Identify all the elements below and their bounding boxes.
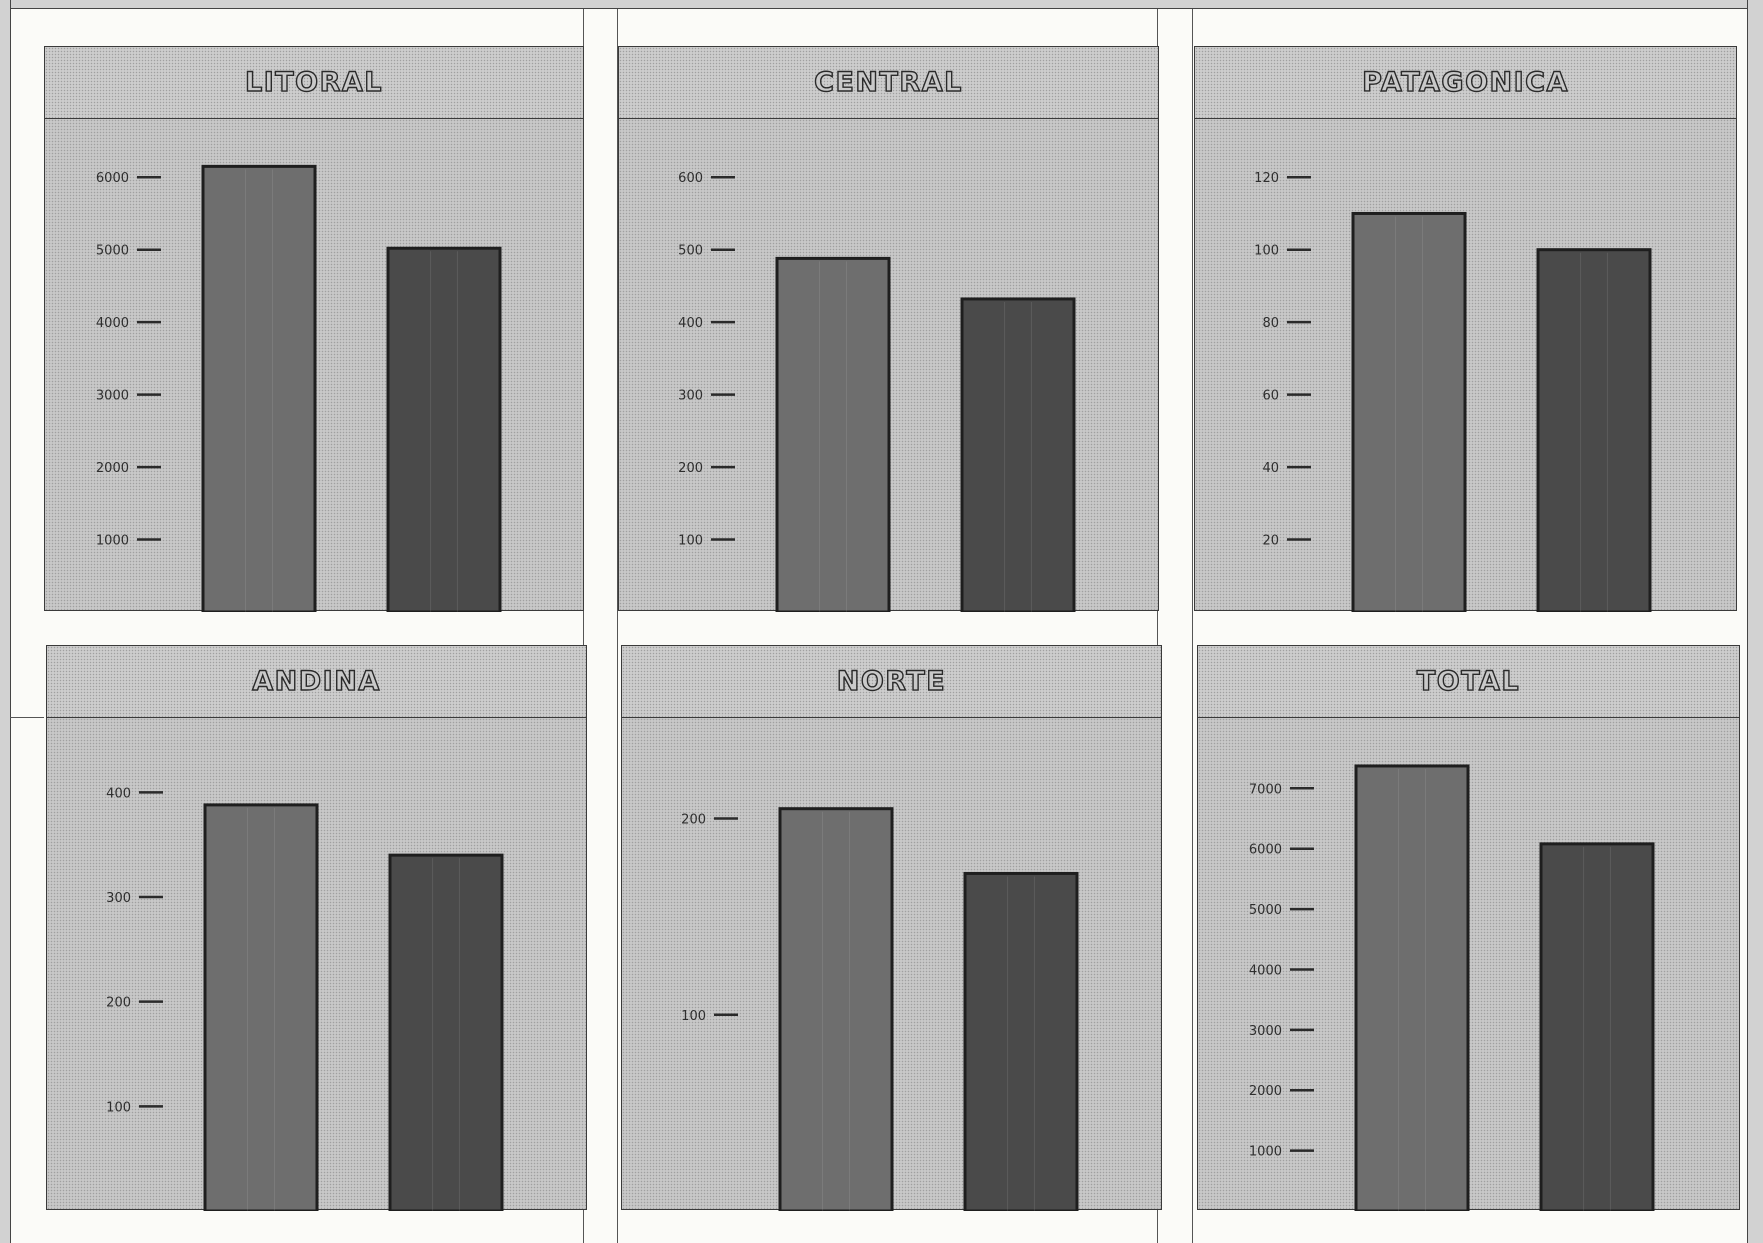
y-tick-label: 3000 <box>96 389 129 404</box>
plot-area: 1000 2000 3000 4000 5000 6000 7000 <box>1197 717 1740 1211</box>
right-edge <box>1747 0 1763 1243</box>
y-tick-label: 6000 <box>96 171 129 186</box>
plot-area: 100 200 <box>621 717 1162 1211</box>
y-tick-label: 5000 <box>1249 903 1282 918</box>
bar-2 <box>1539 842 1655 1211</box>
y-tick-label: 300 <box>106 891 131 906</box>
y-tick-label: 80 <box>1262 316 1279 331</box>
bar-2 <box>960 297 1076 612</box>
bar-chart: 1000 2000 3000 4000 5000 6000 7000 <box>1249 764 1655 1211</box>
left-edge <box>0 0 11 1243</box>
panel-header: CENTRAL <box>618 46 1159 119</box>
column-divider <box>617 9 618 1243</box>
y-tick-label: 7000 <box>1249 782 1282 797</box>
chart-panel-norte: NORTE 100 200 <box>621 645 1162 1211</box>
y-tick-label: 300 <box>678 389 703 404</box>
chart-panel-andina: ANDINA 100 200 300 400 <box>46 645 587 1211</box>
panel-header: ANDINA <box>46 645 587 718</box>
chart-title: NORTE <box>836 665 947 697</box>
y-tick-label: 600 <box>678 171 703 186</box>
chart-title: PATAGONICA <box>1361 66 1569 98</box>
y-tick-label: 5000 <box>96 244 129 259</box>
panel-header: NORTE <box>621 645 1162 718</box>
y-tick-label: 120 <box>1254 171 1279 186</box>
chart-title: ANDINA <box>252 665 381 697</box>
bar-2 <box>386 246 502 612</box>
y-tick-label: 400 <box>678 316 703 331</box>
column-divider <box>1157 9 1158 1243</box>
y-tick-label: 100 <box>678 534 703 549</box>
y-tick-label: 6000 <box>1249 843 1282 858</box>
chart-panel-patagonica: PATAGONICA 20 40 60 80 100 120 <box>1194 46 1737 612</box>
plot-area: 1000 2000 3000 4000 5000 6000 <box>44 118 584 612</box>
y-tick-label: 200 <box>678 461 703 476</box>
top-edge <box>0 0 1763 9</box>
row-divider <box>10 717 44 718</box>
y-tick-label: 1000 <box>1249 1145 1282 1160</box>
y-tick-label: 2000 <box>96 461 129 476</box>
bar-1 <box>778 807 894 1211</box>
y-tick-label: 40 <box>1262 461 1279 476</box>
bar-1 <box>1351 211 1467 612</box>
y-tick-label: 200 <box>681 813 706 828</box>
y-tick-label: 3000 <box>1249 1024 1282 1039</box>
bar-2 <box>1536 248 1652 612</box>
panel-header: TOTAL <box>1197 645 1740 718</box>
chart-title: LITORAL <box>244 66 383 98</box>
y-tick-label: 4000 <box>96 316 129 331</box>
y-tick-label: 100 <box>1254 244 1279 259</box>
chart-panel-litoral: LITORAL 1000 2000 3000 4000 5000 6000 <box>44 46 584 612</box>
y-tick-label: 100 <box>106 1100 131 1115</box>
y-tick-label: 400 <box>106 786 131 801</box>
panel-header: LITORAL <box>44 46 584 119</box>
bar-1 <box>201 164 317 612</box>
plot-area: 100 200 300 400 500 600 <box>618 118 1159 612</box>
column-divider <box>583 9 584 1243</box>
chart-panel-central: CENTRAL 100 200 300 400 500 600 <box>618 46 1159 612</box>
bar-2 <box>963 871 1079 1211</box>
bar-1 <box>203 803 319 1211</box>
bar-1 <box>775 256 891 612</box>
chart-title: TOTAL <box>1416 665 1521 697</box>
bar-2 <box>388 853 504 1211</box>
plot-area: 20 40 60 80 100 120 <box>1194 118 1737 612</box>
bar-chart: 100 200 300 400 500 600 <box>678 171 1076 612</box>
y-tick-label: 20 <box>1262 534 1279 549</box>
bar-chart: 1000 2000 3000 4000 5000 6000 <box>96 164 502 612</box>
y-tick-label: 60 <box>1262 389 1279 404</box>
y-tick-label: 200 <box>106 996 131 1011</box>
chart-title: CENTRAL <box>813 66 963 98</box>
y-tick-label: 500 <box>678 244 703 259</box>
y-tick-label: 4000 <box>1249 963 1282 978</box>
plot-area: 100 200 300 400 <box>46 717 587 1211</box>
bar-chart: 100 200 <box>681 807 1079 1211</box>
y-tick-label: 1000 <box>96 534 129 549</box>
panel-header: PATAGONICA <box>1194 46 1737 119</box>
chart-panel-total: TOTAL 1000 2000 3000 4000 5000 6000 7000 <box>1197 645 1740 1211</box>
column-divider <box>1192 9 1193 1243</box>
y-tick-label: 2000 <box>1249 1084 1282 1099</box>
bar-chart: 100 200 300 400 <box>106 786 504 1211</box>
y-tick-label: 100 <box>681 1009 706 1024</box>
bar-chart: 20 40 60 80 100 120 <box>1254 171 1652 612</box>
bar-1 <box>1354 764 1470 1211</box>
